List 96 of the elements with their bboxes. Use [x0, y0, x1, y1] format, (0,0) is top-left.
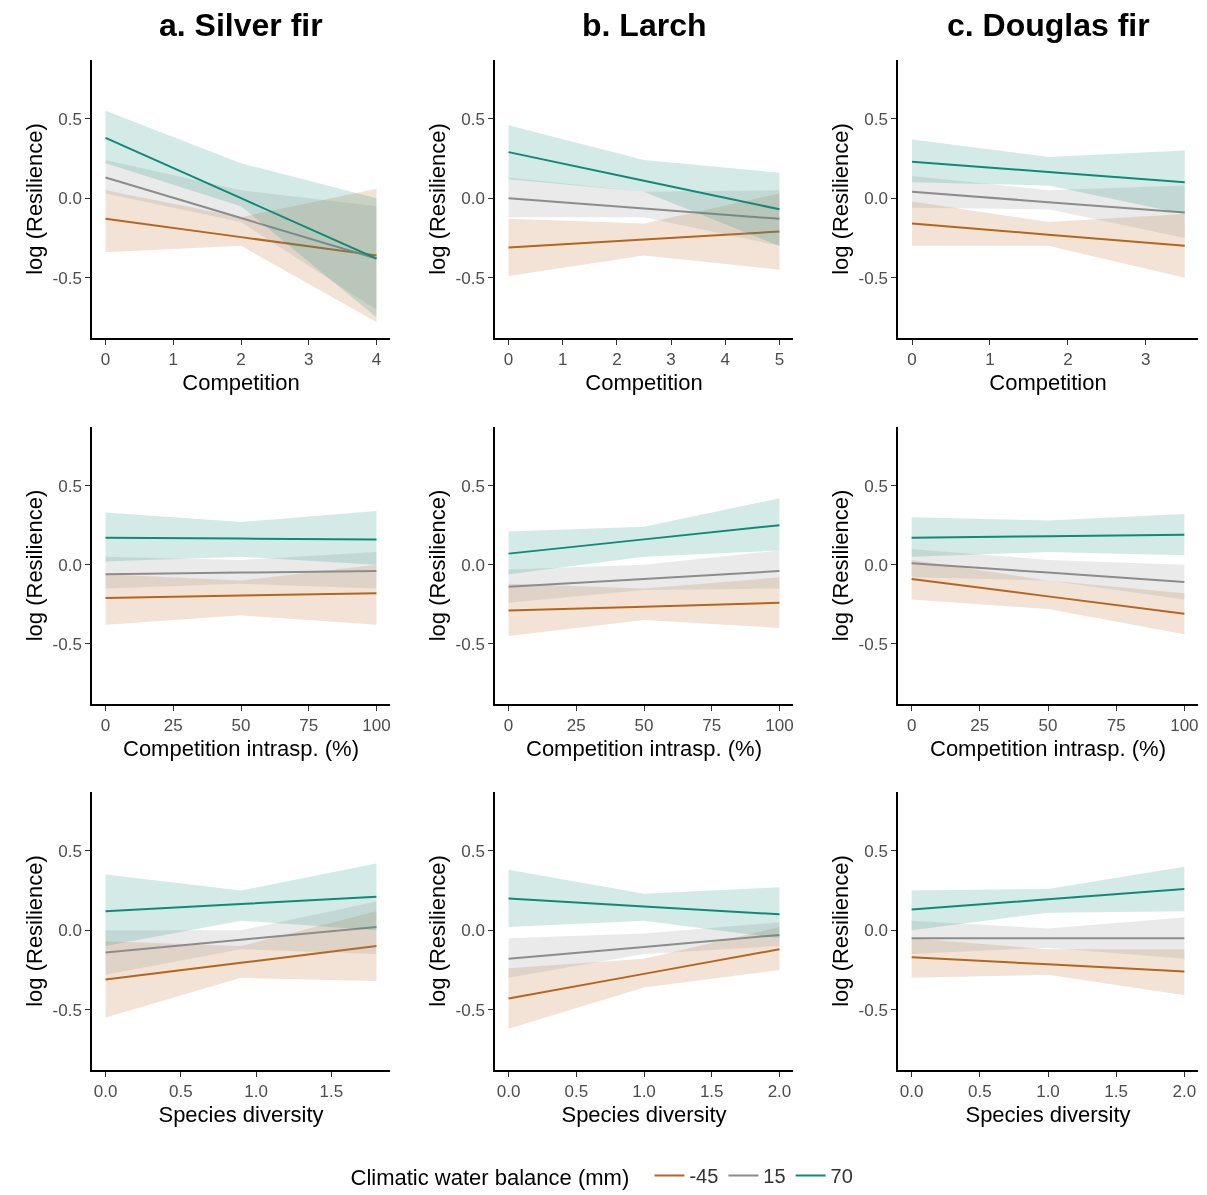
x-tick-label: 0.5: [168, 1082, 193, 1102]
chart-title: c. Douglas fir: [947, 7, 1150, 43]
x-tick-label: 2: [236, 350, 246, 370]
chart-title: b. Larch: [582, 7, 707, 43]
x-axis-title: Competition intrasp. (%): [123, 735, 359, 761]
legend-label: -45: [689, 1165, 719, 1188]
y-tick-label: 0.5: [58, 476, 82, 496]
x-tick-label: 25: [566, 716, 586, 736]
x-tick-label: 0.0: [899, 1082, 924, 1102]
x-tick-label: 0: [100, 350, 111, 370]
x-tick-label: 0: [907, 350, 917, 370]
y-tick-label: 0.5: [864, 109, 888, 129]
x-tick-label: 0: [906, 716, 917, 736]
x-axis-title: Species diversity: [965, 1101, 1131, 1127]
y-tick-label: 0.0: [864, 921, 888, 941]
x-tick-label: 25: [163, 716, 183, 736]
y-axis-title: log (Resilience): [424, 489, 450, 642]
y-tick-label: 0.0: [58, 921, 82, 941]
legend-label: 15: [763, 1165, 786, 1188]
x-tick-label: 100: [362, 716, 391, 736]
x-tick-label: 0.5: [564, 1082, 589, 1102]
x-tick-label: 2: [1063, 350, 1073, 370]
x-axis-title: Species diversity: [158, 1101, 324, 1127]
x-tick-label: 0: [100, 716, 111, 736]
y-tick-label: -0.5: [455, 268, 485, 288]
x-tick-label: 75: [1106, 716, 1126, 736]
y-tick-label: -0.5: [455, 1000, 485, 1020]
y-axis-title: log (Resilience): [21, 489, 47, 642]
x-axis-title: Competition intrasp. (%): [930, 735, 1166, 761]
x-tick-label: 2.0: [1172, 1082, 1197, 1102]
y-tick-label: 0.5: [58, 109, 82, 129]
x-tick-label: 0.5: [968, 1082, 992, 1102]
chart-title: a. Silver fir: [159, 7, 323, 43]
x-tick-label: 2.0: [767, 1082, 792, 1102]
x-tick-label: 3: [304, 350, 314, 370]
x-tick-label: 0: [503, 350, 514, 370]
y-tick-label: -0.5: [858, 1000, 888, 1020]
x-axis-title: Competition: [989, 369, 1107, 395]
x-tick-label: 1: [558, 350, 568, 370]
x-axis-title: Competition intrasp. (%): [526, 735, 762, 761]
x-tick-label: 1.0: [244, 1082, 268, 1102]
y-tick-label: 0.5: [461, 476, 485, 496]
x-tick-label: 5: [774, 350, 785, 370]
x-tick-label: 1.0: [632, 1082, 656, 1102]
y-tick-label: 0.5: [461, 109, 485, 129]
x-tick-label: 1.0: [1036, 1082, 1060, 1102]
y-axis-title: log (Resilience): [827, 489, 853, 642]
y-tick-label: 0.0: [864, 189, 888, 209]
y-tick-label: -0.5: [52, 634, 82, 654]
x-tick-label: 1: [985, 350, 995, 370]
x-tick-label: 1: [168, 350, 178, 370]
x-tick-label: 0.0: [93, 1082, 118, 1102]
x-tick-label: 50: [231, 716, 251, 736]
y-tick-label: 0.5: [58, 841, 82, 861]
y-tick-label: 0.0: [461, 921, 485, 941]
y-axis-title: log (Resilience): [424, 123, 450, 275]
y-tick-label: -0.5: [52, 1000, 82, 1020]
y-axis-title: log (Resilience): [21, 123, 47, 275]
x-tick-label: 1.5: [1104, 1082, 1128, 1102]
legend-label: 70: [830, 1165, 853, 1188]
y-tick-label: 0.5: [461, 841, 485, 861]
x-axis-title: Competition: [585, 369, 703, 395]
y-tick-label: 0.5: [864, 476, 888, 496]
y-tick-label: 0.0: [461, 189, 485, 209]
y-axis-title: log (Resilience): [827, 123, 853, 275]
x-axis-title: Species diversity: [561, 1101, 727, 1127]
x-tick-label: 50: [1038, 716, 1058, 736]
x-tick-label: 25: [970, 716, 990, 736]
x-tick-label: 0: [503, 716, 514, 736]
x-tick-label: 3: [1141, 350, 1151, 370]
x-tick-label: 100: [1170, 716, 1199, 736]
x-tick-label: 100: [765, 716, 794, 736]
y-axis-title: log (Resilience): [827, 855, 853, 1007]
y-tick-label: -0.5: [455, 634, 485, 654]
y-axis-title: log (Resilience): [21, 855, 47, 1007]
y-tick-label: -0.5: [858, 268, 888, 288]
x-tick-label: 1.5: [699, 1082, 724, 1102]
x-tick-label: 4: [371, 350, 382, 370]
x-tick-label: 75: [702, 716, 722, 736]
x-tick-label: 0.0: [496, 1082, 521, 1102]
x-tick-label: 4: [720, 350, 730, 370]
x-tick-label: 2: [612, 350, 622, 370]
y-tick-label: 0.0: [58, 555, 82, 575]
y-tick-label: -0.5: [858, 634, 888, 654]
y-tick-label: 0.0: [58, 189, 82, 209]
y-tick-label: 0.0: [461, 555, 485, 575]
x-tick-label: 3: [666, 350, 676, 370]
x-tick-label: 1.5: [319, 1082, 344, 1102]
x-axis-title: Competition: [182, 369, 300, 395]
y-axis-title: log (Resilience): [424, 855, 450, 1007]
y-tick-label: 0.0: [864, 555, 888, 575]
y-tick-label: 0.5: [864, 841, 888, 861]
legend-title: Climatic water balance (mm): [350, 1164, 642, 1190]
x-tick-label: 50: [634, 716, 654, 736]
x-tick-label: 75: [299, 716, 319, 736]
y-tick-label: -0.5: [52, 268, 82, 288]
